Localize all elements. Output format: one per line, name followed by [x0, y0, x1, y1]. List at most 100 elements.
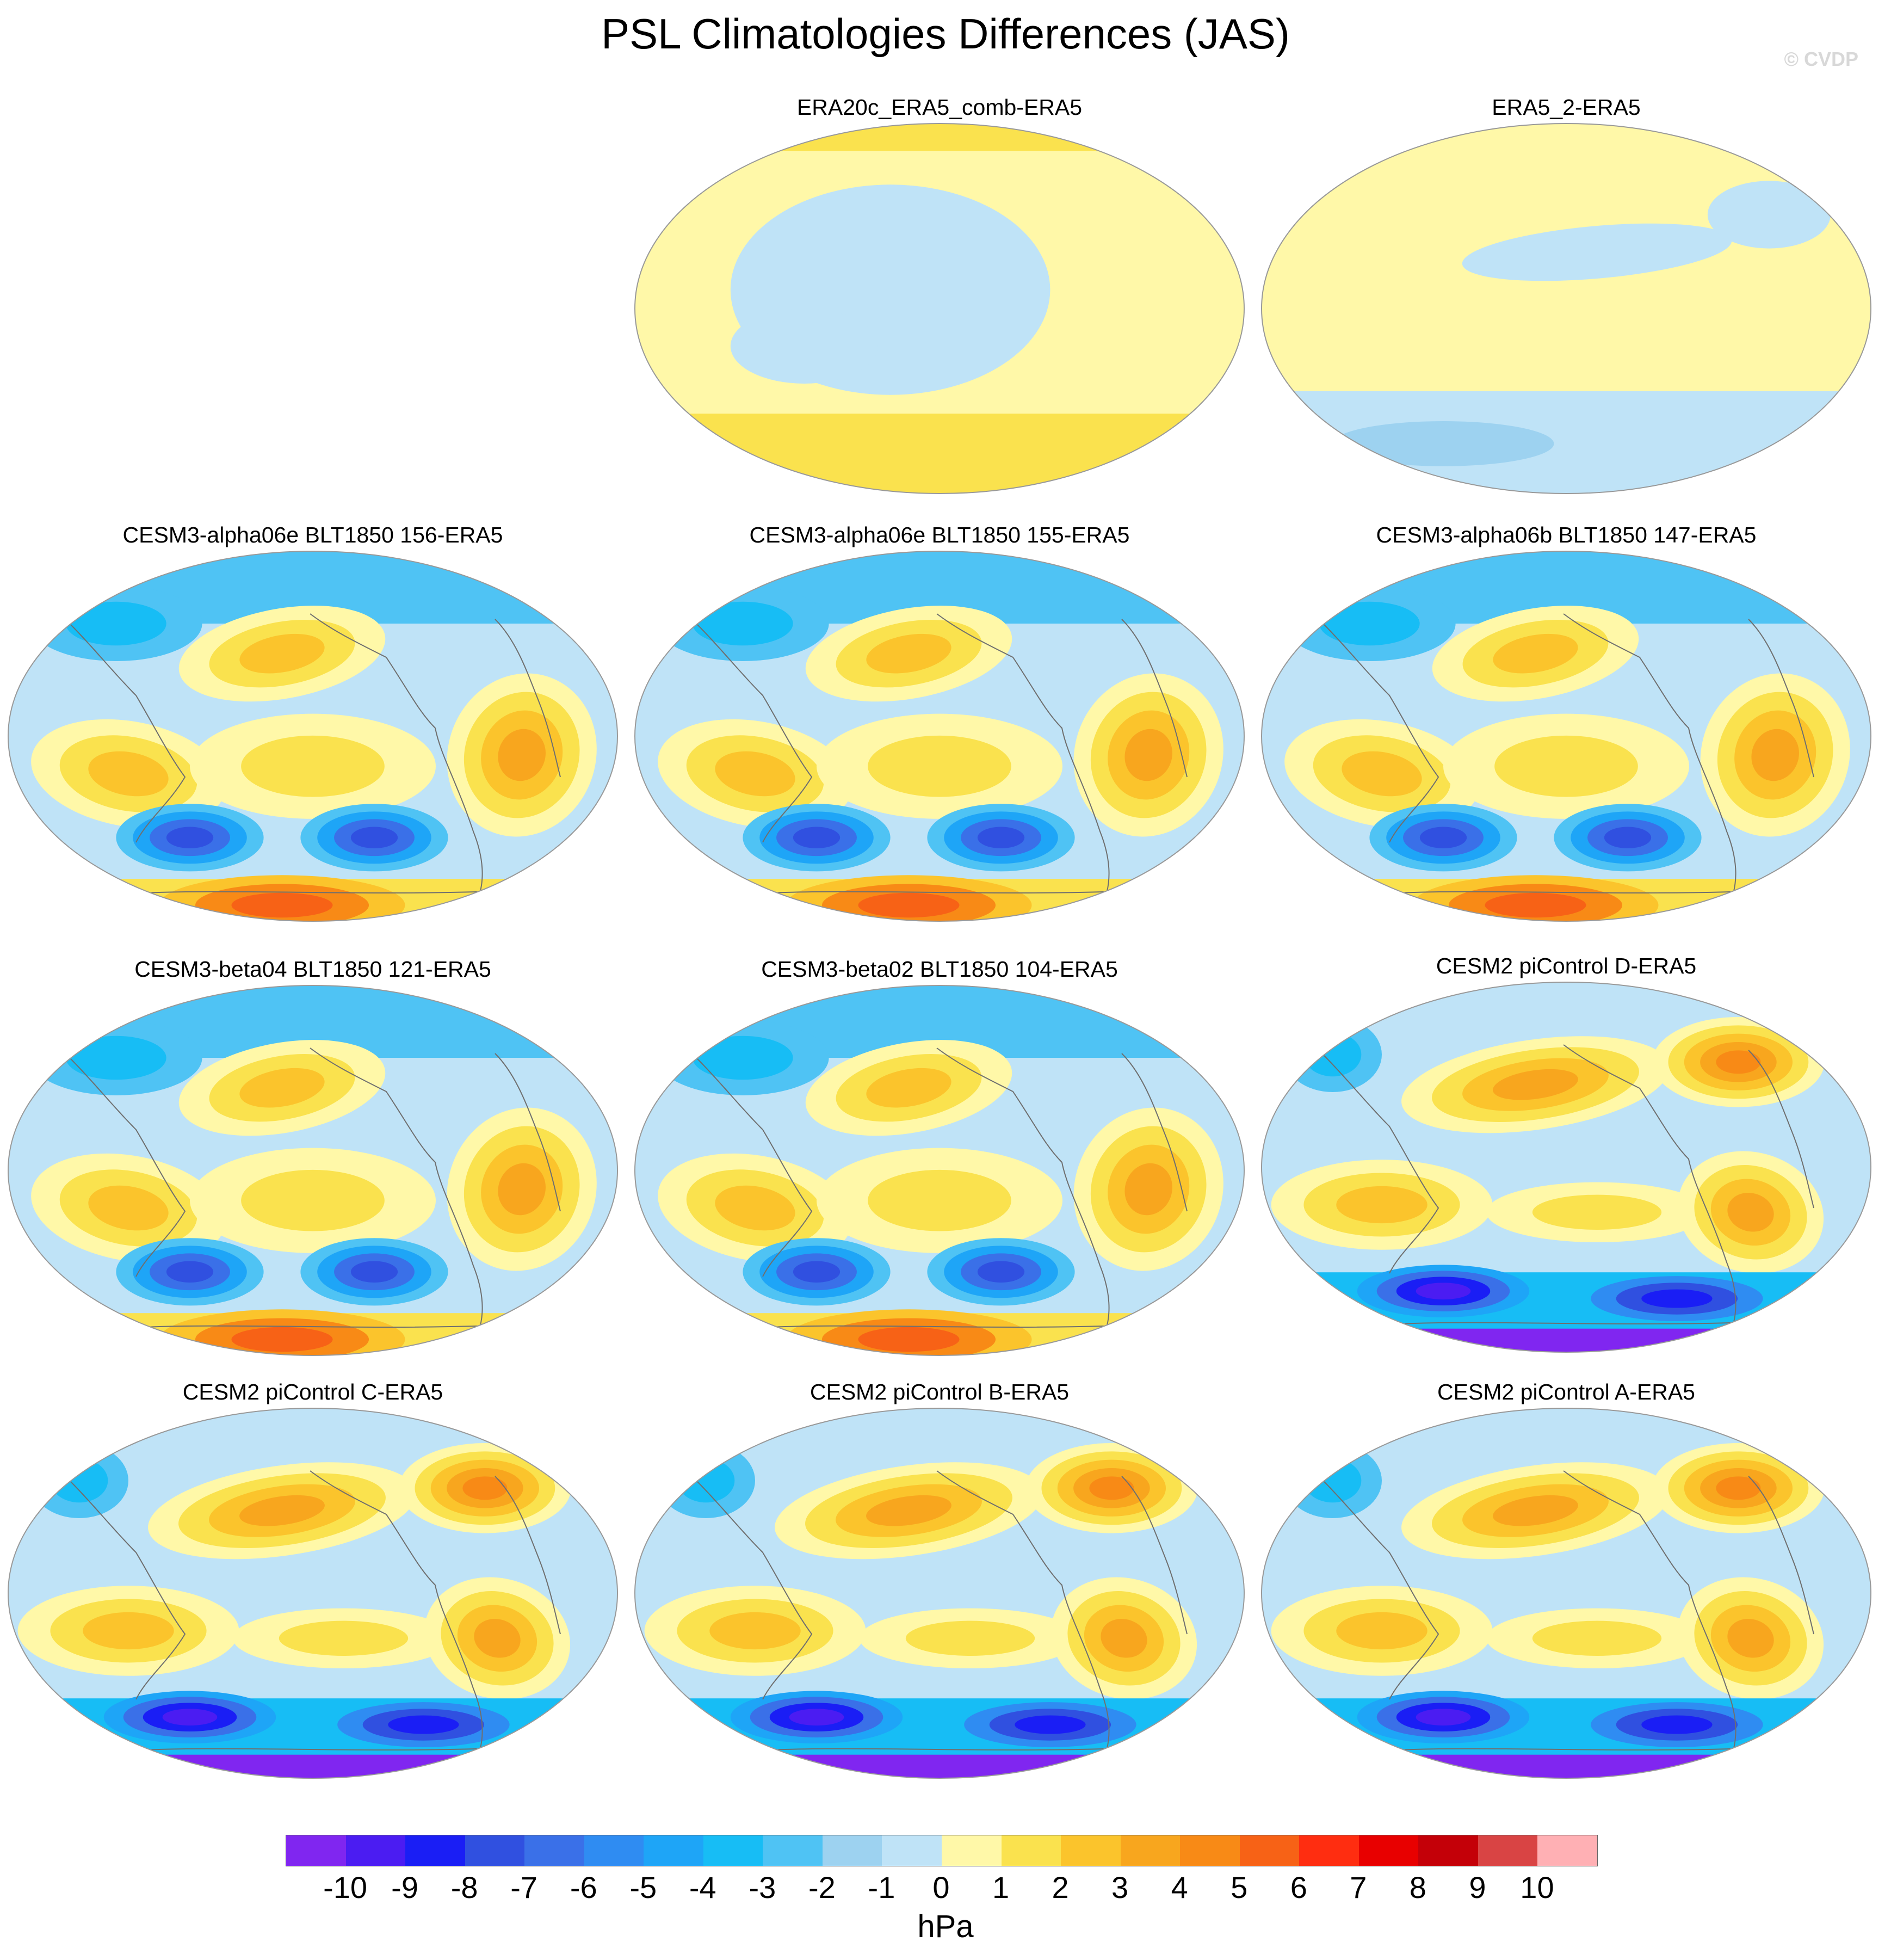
contour-region	[677, 1458, 735, 1503]
contour-region	[1342, 751, 1422, 797]
map-outline	[634, 551, 1245, 922]
colorbar-tick-label: -5	[629, 1870, 657, 1904]
contour-band	[1262, 1328, 1871, 1352]
colorbar-swatch	[763, 1835, 823, 1866]
colorbar-swatch	[1120, 1835, 1181, 1866]
colorbar-tick-label: -3	[749, 1870, 776, 1904]
contour-band	[635, 1754, 1244, 1778]
contour-region	[793, 1261, 841, 1283]
colorbar-tick-label: 9	[1469, 1870, 1486, 1904]
coastline-asia-australia	[70, 1481, 186, 1700]
contour-region	[1303, 1458, 1362, 1503]
coastline-asia-australia	[697, 1058, 813, 1277]
contour-region	[498, 729, 546, 781]
coastline-africa-europe	[495, 619, 561, 778]
colorbar-tick-label: -8	[450, 1870, 478, 1904]
contour-region	[1419, 827, 1467, 849]
contour-region	[1332, 421, 1554, 466]
contour-region	[858, 892, 960, 918]
contour-region	[977, 1261, 1025, 1283]
panel-title: CESM2 piControl B-ERA5	[809, 1379, 1070, 1404]
contour-region	[279, 1620, 409, 1656]
coastline-africa-europe	[495, 1476, 561, 1635]
colorbar-tick-label: -9	[391, 1870, 418, 1904]
map-panel: CESM3-beta02 BLT1850 104-ERA5	[632, 956, 1247, 1385]
map-outline	[1261, 1408, 1871, 1779]
contour-region	[231, 892, 333, 918]
contour-region	[1532, 1194, 1662, 1230]
colorbar-swatch	[822, 1835, 882, 1866]
colorbar-units: hPa	[917, 1909, 974, 1944]
contour-region	[1493, 1069, 1578, 1100]
map-svg	[1261, 123, 1871, 494]
map-panel: CESM2 piControl A-ERA5	[1259, 1378, 1874, 1808]
contour-region	[1416, 1283, 1471, 1300]
credit-label: © CVDP	[1784, 48, 1858, 70]
map-panel: ERA5_2-ERA5	[1259, 94, 1874, 523]
map-outline	[8, 1408, 618, 1779]
contour-region	[715, 1185, 795, 1231]
coastline-asia-australia	[70, 624, 186, 843]
colorbar-tick-label: -10	[323, 1870, 367, 1904]
colorbar-swatch	[1299, 1835, 1359, 1866]
map-svg	[8, 551, 618, 922]
panel-title: CESM2 piControl C-ERA5	[182, 1379, 443, 1404]
coastline-asia-australia	[1324, 1055, 1439, 1274]
contour-region	[1101, 1619, 1147, 1658]
contour-region	[730, 309, 878, 384]
coastline-americas	[310, 1470, 483, 1754]
map-outline	[8, 985, 618, 1356]
map-panel: CESM3-beta04 BLT1850 121-ERA5	[5, 956, 620, 1385]
coastline-americas	[936, 1047, 1110, 1332]
figure-title: PSL Climatologies Differences (JAS)	[601, 10, 1290, 58]
colorbar-tick-label: 3	[1111, 1870, 1129, 1904]
map-svg	[634, 1408, 1245, 1779]
panel-title: CESM3-beta02 BLT1850 104-ERA5	[761, 957, 1118, 982]
colorbar-swatch	[345, 1835, 406, 1866]
contour-region	[1485, 892, 1586, 918]
map-panel: CESM3-alpha06e BLT1850 155-ERA5	[632, 521, 1247, 951]
panel-title: CESM3-beta04 BLT1850 121-ERA5	[134, 957, 491, 982]
panel-title: ERA20c_ERA5_comb-ERA5	[796, 95, 1083, 120]
map-panel: ERA20c_ERA5_comb-ERA5	[632, 94, 1247, 523]
panel-title: CESM3-alpha06b BLT1850 147-ERA5	[1376, 522, 1757, 547]
panel-title: ERA5_2-ERA5	[1492, 95, 1641, 120]
coastline-americas	[936, 613, 1110, 897]
colorbar-tick-label: 5	[1231, 1870, 1248, 1904]
contour-region	[239, 633, 325, 674]
contour-region	[789, 1709, 844, 1726]
colorbar-tick-label: 7	[1350, 1870, 1367, 1904]
coastline-asia-australia	[697, 624, 813, 843]
contour-region	[905, 1620, 1035, 1656]
colorbar-tick-label: 10	[1520, 1870, 1554, 1904]
map-panel: CESM3-alpha06e BLT1850 156-ERA5	[5, 521, 620, 951]
contour-region	[162, 1709, 218, 1726]
contour-region	[1707, 181, 1831, 249]
map-panel: CESM2 piControl B-ERA5	[632, 1378, 1247, 1808]
contour-band	[635, 124, 1244, 151]
map-outline	[634, 123, 1245, 494]
contour-region	[1124, 1163, 1172, 1216]
contour-region	[1089, 1476, 1134, 1500]
contour-region	[166, 1261, 214, 1283]
map-panel: CESM2 piControl D-ERA5	[1259, 952, 1874, 1382]
colorbar-tick-label: -4	[689, 1870, 716, 1904]
contour-region	[1015, 1715, 1086, 1734]
contour-region	[1336, 1186, 1427, 1224]
colorbar-ticks: -10 -9 -8 -7 -6 -5 -4 -3 -2 -1 0 1 2 3 4 5 6 7 8 9 10	[0, 1870, 1891, 1908]
colorbar	[286, 1835, 1598, 1866]
coastline-africa-europe	[1121, 1053, 1188, 1212]
contour-region	[1494, 735, 1638, 797]
contour-region	[709, 1612, 801, 1650]
map-outline	[8, 551, 618, 922]
colorbar-swatch	[1239, 1835, 1300, 1866]
colorbar-swatch	[405, 1835, 465, 1866]
panel-title: CESM2 piControl A-ERA5	[1437, 1379, 1695, 1404]
contour-region	[1336, 1612, 1427, 1650]
coastline-americas	[310, 613, 483, 897]
contour-region	[1716, 1476, 1761, 1500]
contour-region	[1716, 1050, 1761, 1074]
colorbar-tick-label: -6	[570, 1870, 597, 1904]
coastline-americas	[936, 1470, 1110, 1754]
coastline-americas	[1563, 613, 1736, 897]
